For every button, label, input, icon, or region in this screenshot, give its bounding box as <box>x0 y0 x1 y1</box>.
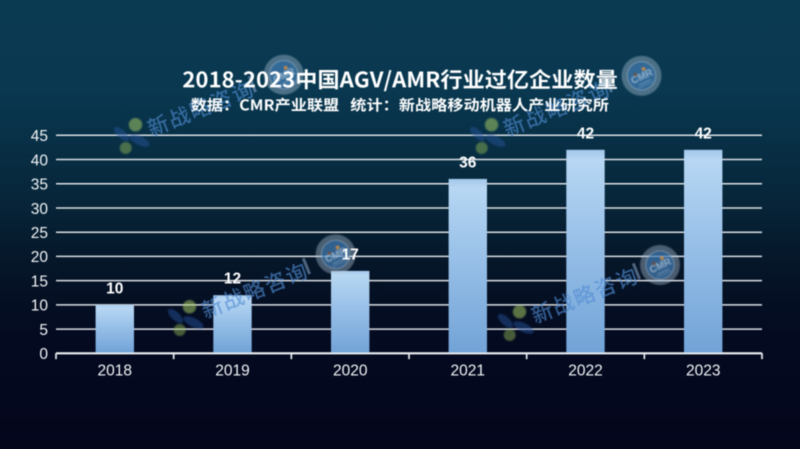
svg-text:2020: 2020 <box>333 363 368 380</box>
svg-text:45: 45 <box>31 128 48 145</box>
svg-text:36: 36 <box>459 154 477 171</box>
svg-text:40: 40 <box>31 152 49 169</box>
svg-text:30: 30 <box>31 201 49 218</box>
svg-text:2021: 2021 <box>451 363 485 380</box>
svg-text:10: 10 <box>31 298 49 315</box>
svg-text:42: 42 <box>695 125 712 142</box>
svg-text:25: 25 <box>31 225 48 242</box>
svg-text:42: 42 <box>577 125 594 142</box>
svg-text:5: 5 <box>39 322 48 339</box>
svg-text:35: 35 <box>31 177 48 194</box>
svg-text:2022: 2022 <box>568 363 602 380</box>
svg-text:10: 10 <box>106 280 123 297</box>
svg-text:2019: 2019 <box>215 363 249 380</box>
svg-text:0: 0 <box>39 346 48 363</box>
svg-text:12: 12 <box>224 271 241 288</box>
svg-text:15: 15 <box>31 273 48 290</box>
svg-text:2018: 2018 <box>98 363 132 380</box>
svg-text:2023: 2023 <box>686 363 720 380</box>
svg-text:20: 20 <box>31 249 49 266</box>
svg-text:17: 17 <box>342 246 359 263</box>
